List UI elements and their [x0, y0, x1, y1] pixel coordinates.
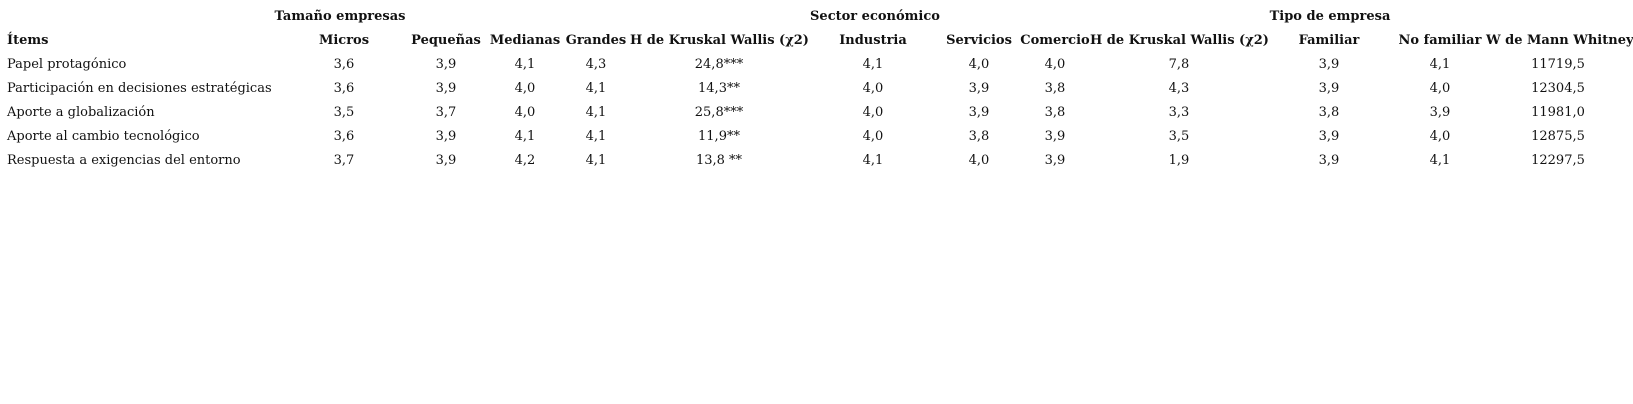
cell-industria: 4,1 — [862, 57, 884, 72]
group-header-sector: Sector económico — [810, 9, 940, 24]
cell-familiar: 3,8 — [1318, 105, 1340, 120]
cell-comercio: 3,8 — [1044, 105, 1066, 120]
cell-kruskal-sector: 1,9 — [1168, 153, 1190, 168]
column-header-kruskal-size: H de Kruskal Wallis (χ2) — [630, 33, 809, 48]
cell-familiar: 3,9 — [1318, 57, 1340, 72]
column-header-items: Ítems — [7, 33, 49, 48]
cell-grandes: 4,1 — [585, 105, 607, 120]
cell-item: Respuesta a exigencias del entorno — [7, 153, 241, 168]
cell-grandes: 4,3 — [585, 57, 607, 72]
cell-kruskal-size: 25,8*** — [694, 105, 744, 120]
cell-medianas: 4,1 — [514, 57, 536, 72]
cell-pequenas: 3,9 — [435, 57, 457, 72]
cell-medianas: 4,0 — [514, 81, 536, 96]
column-header-medianas: Medianas — [489, 33, 561, 48]
cell-pequenas: 3,9 — [435, 129, 457, 144]
cell-pequenas: 3,7 — [435, 105, 457, 120]
cell-grandes: 4,1 — [585, 129, 607, 144]
cell-micros: 3,6 — [333, 57, 355, 72]
cell-familiar: 3,9 — [1318, 81, 1340, 96]
cell-familiar: 3,9 — [1318, 153, 1340, 168]
cell-pequenas: 3,9 — [435, 81, 457, 96]
cell-no-familiar: 3,9 — [1429, 105, 1451, 120]
cell-comercio: 3,9 — [1044, 153, 1066, 168]
cell-item: Papel protagónico — [7, 57, 127, 72]
cell-no-familiar: 4,1 — [1429, 153, 1451, 168]
cell-micros: 3,7 — [333, 153, 355, 168]
cell-industria: 4,0 — [862, 105, 884, 120]
column-header-familiar: Familiar — [1298, 33, 1360, 48]
cell-mann-whitney: 12875,5 — [1531, 129, 1585, 144]
cell-mann-whitney: 12297,5 — [1531, 153, 1585, 168]
cell-kruskal-sector: 3,5 — [1168, 129, 1190, 144]
cell-mann-whitney: 12304,5 — [1531, 81, 1585, 96]
cell-industria: 4,1 — [862, 153, 884, 168]
cell-comercio: 4,0 — [1044, 57, 1066, 72]
column-header-industria: Industria — [839, 33, 907, 48]
cell-no-familiar: 4,0 — [1429, 81, 1451, 96]
cell-medianas: 4,0 — [514, 105, 536, 120]
column-header-kruskal-sector: H de Kruskal Wallis (χ2) — [1090, 33, 1269, 48]
table-header-row: Ítems Micros Pequeñas Medianas Grandes H… — [0, 29, 1633, 53]
cell-servicios: 3,9 — [968, 81, 990, 96]
table-row: Papel protagónico 3,6 3,9 4,1 4,3 24,8**… — [0, 53, 1633, 77]
table-group-header-row: Tamaño empresas Sector económico Tipo de… — [0, 5, 1633, 29]
cell-item: Participación en decisiones estratégicas — [7, 81, 272, 96]
cell-comercio: 3,8 — [1044, 81, 1066, 96]
cell-item: Aporte al cambio tecnológico — [7, 129, 200, 144]
cell-item: Aporte a globalización — [7, 105, 155, 120]
group-header-tipo: Tipo de empresa — [1269, 9, 1391, 24]
cell-kruskal-size: 13,8 ** — [695, 153, 743, 168]
column-header-pequenas: Pequeñas — [411, 33, 481, 48]
cell-medianas: 4,1 — [514, 129, 536, 144]
cell-kruskal-sector: 7,8 — [1168, 57, 1190, 72]
cell-grandes: 4,1 — [585, 81, 607, 96]
cell-mann-whitney: 11981,0 — [1531, 105, 1585, 120]
cell-comercio: 3,9 — [1044, 129, 1066, 144]
column-header-micros: Micros — [318, 33, 370, 48]
column-header-comercio: Comercio — [1020, 33, 1090, 48]
cell-pequenas: 3,9 — [435, 153, 457, 168]
cell-servicios: 3,8 — [968, 129, 990, 144]
cell-grandes: 4,1 — [585, 153, 607, 168]
column-header-servicios: Servicios — [946, 33, 1012, 48]
cell-medianas: 4,2 — [514, 153, 536, 168]
column-header-grandes: Grandes — [565, 33, 627, 48]
group-header-tamano: Tamaño empresas — [274, 9, 406, 24]
table-row: Participación en decisiones estratégicas… — [0, 77, 1633, 101]
cell-no-familiar: 4,0 — [1429, 129, 1451, 144]
cell-servicios: 4,0 — [968, 153, 990, 168]
cell-servicios: 4,0 — [968, 57, 990, 72]
cell-industria: 4,0 — [862, 129, 884, 144]
cell-no-familiar: 4,1 — [1429, 57, 1451, 72]
cell-kruskal-size: 14,3** — [698, 81, 740, 96]
cell-mann-whitney: 11719,5 — [1531, 57, 1585, 72]
table-row: Aporte a globalización 3,5 3,7 4,0 4,1 2… — [0, 101, 1633, 125]
column-header-mann-whitney: W de Mann Whitney — [1486, 33, 1633, 48]
column-header-no-familiar: No familiar — [1398, 33, 1482, 48]
table-row: Aporte al cambio tecnológico 3,6 3,9 4,1… — [0, 125, 1633, 149]
cell-kruskal-size: 24,8*** — [694, 57, 744, 72]
cell-micros: 3,6 — [333, 129, 355, 144]
cell-kruskal-size: 11,9** — [698, 129, 740, 144]
cell-industria: 4,0 — [862, 81, 884, 96]
cell-kruskal-sector: 4,3 — [1168, 81, 1190, 96]
cell-micros: 3,6 — [333, 81, 355, 96]
cell-kruskal-sector: 3,3 — [1168, 105, 1190, 120]
cell-micros: 3,5 — [333, 105, 355, 120]
cell-servicios: 3,9 — [968, 105, 990, 120]
table-row: Respuesta a exigencias del entorno 3,7 3… — [0, 149, 1633, 173]
cell-familiar: 3,9 — [1318, 129, 1340, 144]
